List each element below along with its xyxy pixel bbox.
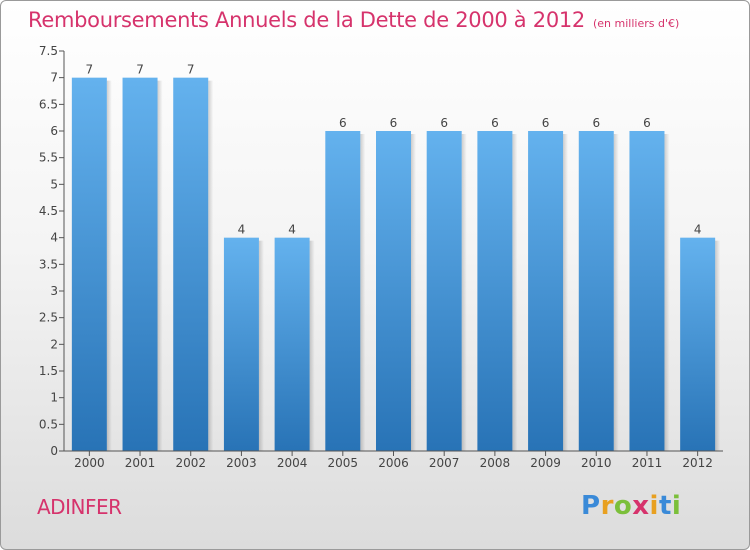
- y-tick-label: 6.5: [39, 97, 58, 111]
- bar-value-label: 6: [643, 116, 651, 130]
- y-tick-label: 5: [50, 177, 58, 191]
- commune-name: ADINFER: [37, 495, 122, 519]
- x-tick-label: 2003: [226, 456, 257, 470]
- x-tick-label: 2000: [74, 456, 105, 470]
- y-tick-label: 3.5: [39, 257, 58, 271]
- chart-title-main: Remboursements Annuels de la Dette de 20…: [28, 8, 585, 32]
- bar-shadow: [309, 240, 315, 451]
- bar-2007: [426, 131, 462, 451]
- bar-shadow: [563, 134, 569, 451]
- y-tick-label: 4.5: [39, 204, 58, 218]
- y-tick-label: 3: [50, 284, 58, 298]
- bar-2011: [629, 131, 665, 451]
- x-axis: 2000 2001 2002 2003 2004 2005 2006 2007 2008 2009…: [64, 450, 723, 470]
- y-tick-label: 1: [50, 391, 58, 405]
- x-tick-label: 2006: [378, 456, 409, 470]
- bar-shadow: [208, 80, 214, 452]
- proxiti-logo: Proxiti: [581, 491, 682, 521]
- x-tick-label: 2012: [682, 456, 713, 470]
- bar-value-label: 4: [238, 223, 246, 237]
- bar-shadow: [157, 80, 163, 452]
- bar-shadow: [613, 134, 619, 451]
- chart-title-unit: (en milliers d'€): [593, 17, 680, 30]
- bar-value-label: 6: [390, 116, 398, 130]
- y-tick-label: 4: [50, 231, 58, 245]
- y-tick-label: 2.5: [39, 311, 58, 325]
- bar-shadow: [106, 80, 112, 452]
- bar-shadow: [411, 134, 416, 451]
- bar-2006: [376, 131, 411, 451]
- bar-value-label: 6: [542, 116, 550, 130]
- y-tick-label: 6: [50, 124, 58, 138]
- y-tick-label: 0: [50, 444, 58, 458]
- bar-value-label: 6: [592, 116, 600, 130]
- x-tick-label: 2008: [480, 456, 511, 470]
- bar-value-label: 4: [694, 223, 702, 237]
- y-tick-label: 7.5: [39, 44, 58, 58]
- bar-2002: [173, 77, 209, 452]
- x-tick-label: 2004: [277, 456, 308, 470]
- y-tick-label: 7: [50, 71, 58, 85]
- bar-value-label: 7: [136, 63, 144, 77]
- bar-value-label: 6: [339, 116, 347, 130]
- bar-2004: [274, 237, 310, 451]
- bar-shadow: [664, 134, 670, 451]
- x-tick-label: 2002: [175, 456, 206, 470]
- bar-value-label: 7: [187, 63, 195, 77]
- bar-2005: [325, 131, 361, 451]
- bar-value-label: 6: [440, 116, 448, 130]
- x-tick-label: 2009: [530, 456, 561, 470]
- y-tick-label: 2: [50, 337, 58, 351]
- y-tick-label: 1.5: [39, 364, 58, 378]
- bar-2001: [122, 77, 158, 452]
- bar-value-label: 7: [86, 63, 94, 77]
- x-tick-label: 2010: [581, 456, 612, 470]
- bar-shadow: [258, 240, 264, 451]
- bar-2012: [680, 237, 716, 451]
- x-tick-label: 2001: [125, 456, 156, 470]
- y-axis: 0 0.5 1 1.5 2 2.5 3 3.5 4 4.5 5 5.5 6 6.5 7 7.5: [39, 44, 65, 458]
- bar-shadow: [461, 134, 467, 451]
- x-tick-label: 2005: [328, 456, 359, 470]
- x-tick-label: 2011: [632, 456, 663, 470]
- bars: 7 7 7 4 4 6 6 6 6 6 6 6 4: [71, 63, 721, 452]
- bar-value-label: 4: [288, 223, 296, 237]
- bar-2008: [477, 131, 513, 451]
- bar-shadow: [715, 240, 721, 451]
- bar-shadow: [512, 134, 518, 451]
- y-tick-label: 0.5: [39, 417, 58, 431]
- x-tick-label: 2007: [429, 456, 460, 470]
- bar-2009: [528, 131, 564, 451]
- y-tick-label: 5.5: [39, 151, 58, 165]
- bar-2000: [71, 77, 107, 452]
- chart-title: Remboursements Annuels de la Dette de 20…: [28, 8, 679, 32]
- bar-2010: [578, 131, 614, 451]
- bar-shadow: [360, 134, 366, 451]
- bar-2003: [223, 237, 259, 451]
- bar-value-label: 6: [491, 116, 499, 130]
